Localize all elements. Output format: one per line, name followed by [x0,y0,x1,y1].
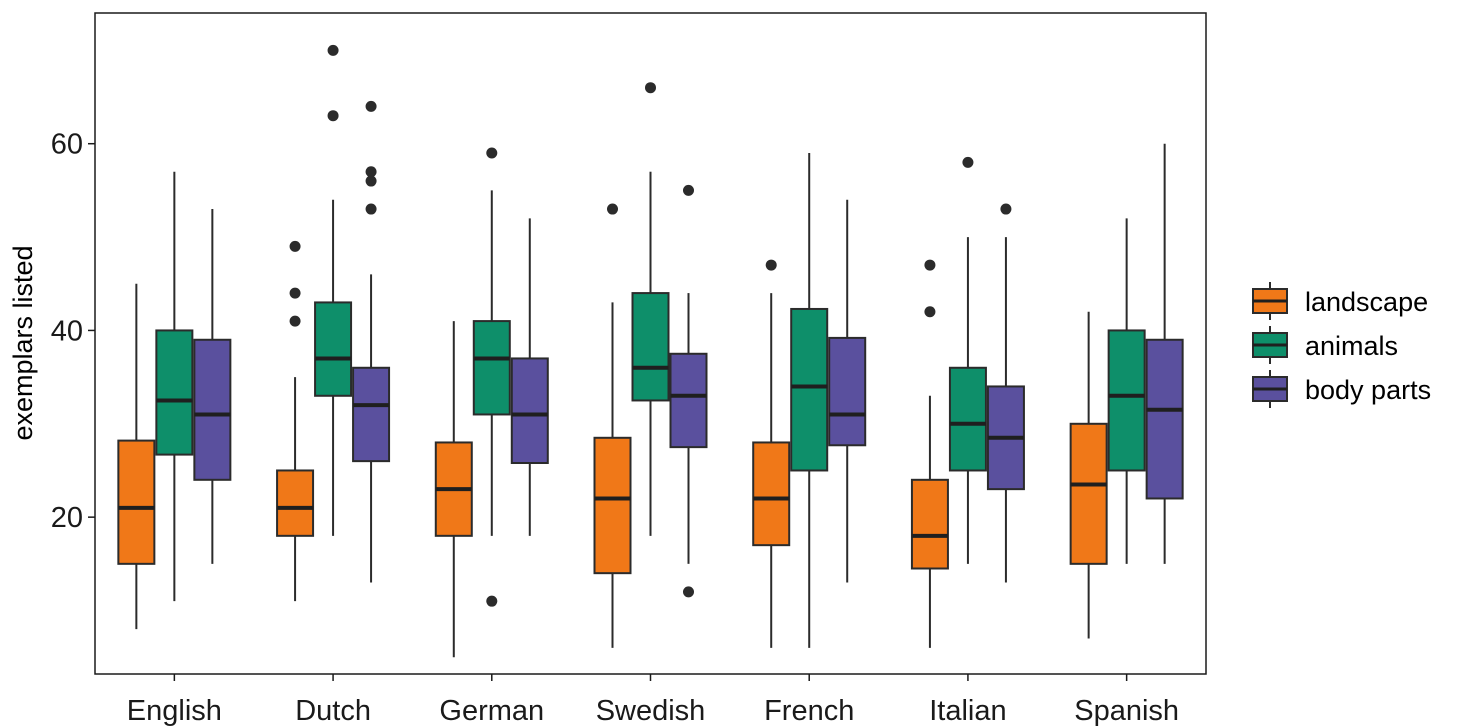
outlier-point [365,166,377,178]
iqr-box [790,307,829,472]
outlier-point [924,259,936,271]
box-body-parts-english [193,209,232,564]
outlier-point [289,287,301,299]
box-animals-swedish [631,82,670,536]
iqr-box [828,336,867,447]
iqr-box [510,357,549,465]
iqr-box [1145,338,1184,500]
legend: landscape animals body parts [1252,282,1431,408]
legend-label: animals [1305,331,1398,361]
box-animals-spanish [1107,218,1146,564]
iqr-box [276,469,315,537]
x-tick-label: French [764,695,854,726]
box-body-parts-german [510,218,549,536]
box-landscape-english [117,283,156,630]
iqr-box [948,366,987,472]
iqr-box [117,439,156,565]
iqr-box [314,301,353,397]
outlier-point [924,306,936,318]
box-animals-italian [948,156,987,564]
box-landscape-dutch [276,240,315,602]
iqr-box [631,292,670,402]
outlier-point [365,100,377,112]
x-axis: English Dutch German Swedish French Italian Sp… [127,674,1179,726]
outlier-point [327,44,339,56]
legend-item: body parts [1252,370,1431,408]
legend-item: landscape [1252,282,1428,320]
outlier-point [327,110,339,122]
x-tick-label: German [439,695,544,726]
y-axis: 20 40 60 [51,129,95,534]
box-landscape-spanish [1069,311,1108,639]
box-groups [117,44,1184,658]
box-animals-german [472,147,511,607]
box-body-parts-spanish [1145,143,1184,564]
iqr-box [155,329,194,456]
x-tick-label: Swedish [596,695,706,726]
outlier-point [683,184,694,196]
outlier-point [289,315,301,327]
outlier-point [486,147,498,159]
box-body-parts-dutch [352,100,391,583]
outlier-point [765,259,777,271]
outlier-point [645,82,656,94]
box-body-parts-italian [986,203,1025,583]
iqr-box [193,338,232,481]
iqr-box [910,478,949,570]
box-landscape-german [434,321,473,658]
box-animals-french [790,153,829,648]
iqr-box [1107,329,1146,472]
outlier-point [289,240,301,252]
outlier-point [962,156,974,168]
box-landscape-french [752,259,791,648]
y-tick-label: 20 [51,502,83,534]
iqr-box [669,352,708,449]
legend-item: animals [1252,326,1398,364]
y-tick-label: 40 [51,315,83,347]
x-tick-label: English [127,695,222,726]
box-animals-english [155,171,194,602]
y-axis-title: exemplars listed [8,245,38,440]
outlier-point [365,175,377,187]
iqr-box [1069,422,1108,565]
box-body-parts-swedish [669,184,708,598]
box-animals-dutch [314,44,353,536]
outlier-point [607,203,618,215]
iqr-box [752,441,791,547]
iqr-box [352,366,391,463]
legend-label: landscape [1305,287,1428,317]
box-body-parts-french [828,199,867,583]
outlier-point [365,203,377,215]
outlier-point [1000,203,1012,215]
x-tick-label: Spanish [1074,695,1179,726]
box-landscape-swedish [593,203,632,648]
iqr-box [593,436,632,575]
legend-label: body parts [1305,375,1431,405]
box-landscape-italian [910,259,949,648]
outlier-point [486,595,498,607]
y-tick-label: 60 [51,129,83,161]
outlier-point [683,586,694,598]
x-tick-label: Italian [929,695,1006,726]
iqr-box [472,320,511,416]
x-tick-label: Dutch [295,695,371,726]
